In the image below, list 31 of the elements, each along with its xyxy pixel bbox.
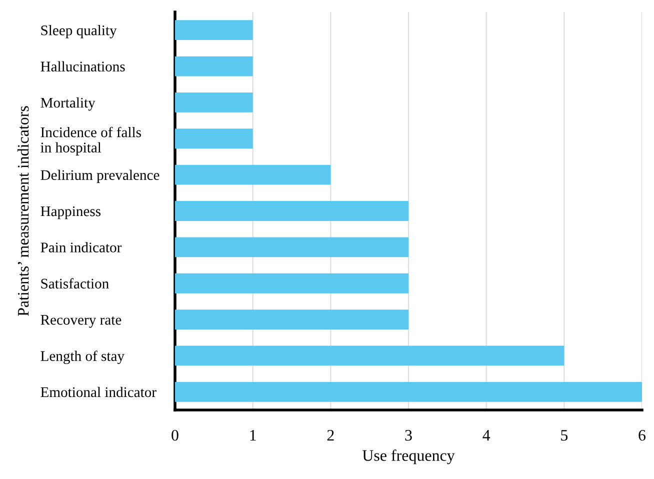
y-tick-label: Emotional indicator <box>40 386 156 398</box>
x-tick-label: 3 <box>405 430 412 441</box>
y-tick-label: Satisfaction <box>41 278 109 289</box>
bar <box>175 273 408 294</box>
y-tick-label: Happiness <box>40 206 101 220</box>
y-tick-label: Recovery rate <box>40 315 122 328</box>
x-tick-label: 6 <box>638 430 646 441</box>
y-axis-title: Patients’ measurement indicators <box>17 106 29 316</box>
y-tick-label: Length of stay <box>40 350 124 364</box>
bar <box>175 201 408 221</box>
bar <box>175 310 408 330</box>
y-tick-label: Sleep quality <box>41 25 117 38</box>
bar <box>175 20 253 40</box>
bar <box>175 164 331 185</box>
x-tick-label: 0 <box>172 430 178 441</box>
y-tick-label: Hallucinations <box>40 61 125 72</box>
bar <box>175 382 642 402</box>
x-axis-title: Use frequency <box>362 449 455 464</box>
x-tick-label: 1 <box>250 430 256 441</box>
y-tick-label: Delirium prevalence <box>40 170 160 183</box>
bar <box>175 237 408 258</box>
bar <box>175 128 253 149</box>
x-tick-label: 2 <box>327 430 334 441</box>
bar <box>175 92 253 112</box>
y-tick-label: Incidence of falls in hospital <box>40 126 141 156</box>
x-tick-label: 4 <box>482 430 490 441</box>
x-tick-label: 5 <box>561 430 568 441</box>
y-tick-label: Pain indicator <box>40 242 122 252</box>
bar <box>175 56 253 76</box>
bar <box>175 346 564 366</box>
y-tick-label: Mortality <box>40 97 96 111</box>
